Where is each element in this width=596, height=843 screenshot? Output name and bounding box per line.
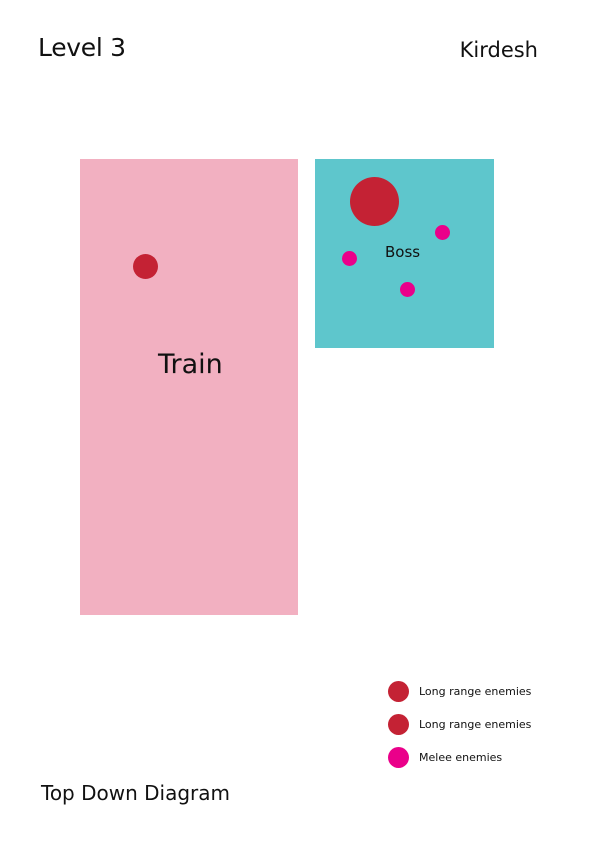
legend-item: Melee enemies	[388, 747, 568, 769]
melee-enemy-marker	[342, 251, 357, 266]
train-zone-label: Train	[158, 349, 223, 380]
melee-enemy-marker	[435, 225, 450, 240]
boss-room-zone: Boss	[315, 159, 494, 348]
boss-room-label: Boss	[385, 243, 421, 261]
legend-swatch	[388, 714, 409, 735]
location-title: Kirdesh	[459, 38, 538, 62]
legend-swatch	[388, 681, 409, 702]
legend-swatch	[388, 747, 409, 768]
boss-enemy-marker	[350, 177, 399, 226]
melee-enemy-marker	[400, 282, 415, 297]
legend-item: Long range enemies	[388, 681, 568, 703]
legend-label: Long range enemies	[419, 685, 532, 698]
legend-label: Long range enemies	[419, 718, 532, 731]
legend-label: Melee enemies	[419, 751, 503, 764]
train-zone: Train	[80, 159, 298, 615]
diagram-caption: Top Down Diagram	[41, 781, 231, 805]
level-title: Level 3	[38, 33, 126, 62]
legend-item: Long range enemies	[388, 714, 568, 736]
long-range-enemy-marker	[133, 254, 158, 279]
